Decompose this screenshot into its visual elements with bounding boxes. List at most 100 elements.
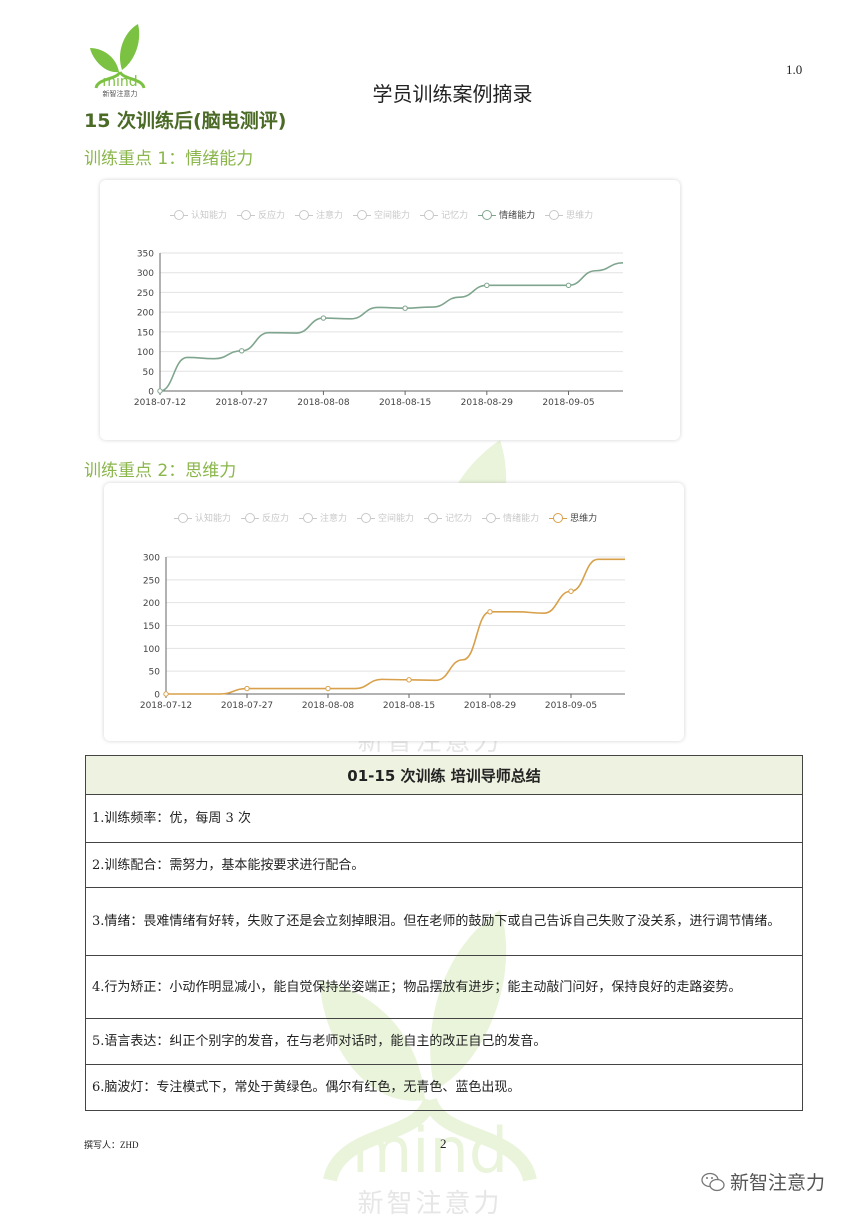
- legend-item[interactable]: 空间能力: [357, 511, 414, 524]
- legend-label: 情绪能力: [499, 211, 536, 221]
- legend-marker-icon: [357, 512, 376, 523]
- x-tick-label: 2018-08-15: [383, 701, 435, 711]
- svg-text:mind: mind: [102, 74, 137, 90]
- legend-item[interactable]: 认知能力: [174, 511, 231, 524]
- data-point[interactable]: [325, 685, 331, 692]
- y-tick-label: 150: [143, 622, 160, 632]
- legend-marker-icon: [545, 209, 564, 220]
- trainer-summary-table: 01-15 次训练 培训导师总结 1.训练频率：优，每周 3 次 2.训练配合：…: [85, 755, 803, 1111]
- legend-label: 注意力: [320, 514, 348, 524]
- x-tick-label: 2018-07-27: [216, 398, 268, 408]
- summary-row: 1.训练频率：优，每周 3 次: [85, 794, 803, 843]
- y-tick-label: 300: [143, 554, 160, 564]
- summary-row: 2.训练配合：需努力，基本能按要求进行配合。: [85, 842, 803, 888]
- data-point[interactable]: [406, 677, 412, 683]
- y-tick-label: 250: [143, 576, 160, 586]
- legend-label: 记忆力: [445, 514, 473, 524]
- data-point[interactable]: [568, 588, 574, 594]
- legend-label: 空间能力: [378, 514, 415, 524]
- legend-label: 注意力: [316, 211, 344, 221]
- summary-row: 3.情绪：畏难情绪有好转，失败了还是会立刻掉眼泪。但在老师的鼓励下或自己告诉自己…: [85, 887, 803, 956]
- table-row: 2.训练配合：需努力，基本能按要求进行配合。: [85, 842, 803, 888]
- x-tick-label: 2018-08-08: [302, 701, 355, 711]
- section-title: 15 次训练后(脑电测评): [84, 110, 287, 132]
- x-tick-label: 2018-07-27: [221, 701, 273, 711]
- focus-1-title: 训练重点 1：情绪能力: [84, 149, 254, 169]
- emotion-chart-card: 认知能力 反应力 注意力 空间能力 记忆力 情绪能力 思维力 0 50 100 150 200 250…: [100, 180, 680, 440]
- y-tick-label: 250: [137, 289, 154, 299]
- legend-item[interactable]: 认知能力: [170, 208, 227, 221]
- y-tick-label: 0: [154, 691, 160, 701]
- legend-marker-icon: [420, 209, 439, 220]
- legend-item[interactable]: 反应力: [237, 208, 285, 221]
- summary-row: 6.脑波灯：专注模式下，常处于黄绿色。偶尔有红色，无青色、蓝色出现。: [85, 1064, 803, 1111]
- emotion-chart: 0 50 100 150 200 250 300 350 2018-07-12 2018-07-2…: [134, 250, 624, 408]
- legend-marker-icon: [174, 512, 192, 523]
- data-point[interactable]: [239, 348, 245, 354]
- y-tick-label: 350: [137, 250, 154, 260]
- table-row: 3.情绪：畏难情绪有好转，失败了还是会立刻掉眼泪。但在老师的鼓励下或自己告诉自己…: [85, 887, 803, 956]
- data-point[interactable]: [565, 282, 572, 289]
- document-title: 学员训练案例摘录: [372, 82, 533, 106]
- y-tick-label: 300: [137, 269, 154, 279]
- wechat-account-name: 新智注意力: [730, 1172, 826, 1194]
- x-tick-label: 2018-08-15: [379, 398, 431, 408]
- legend-item[interactable]: 空间能力: [353, 208, 410, 221]
- x-tick-label: 2018-08-29: [461, 398, 514, 408]
- legend-label: 空间能力: [374, 211, 411, 221]
- data-point[interactable]: [157, 388, 163, 394]
- y-tick-label: 100: [143, 645, 160, 655]
- table-row: 4.行为矫正：小动作明显减小，能自觉保持坐姿端正；物品摆放有进步；能主动敲门问好…: [85, 955, 803, 1019]
- data-point[interactable]: [402, 305, 408, 311]
- legend-marker-icon: [237, 209, 256, 220]
- legend-label: 记忆力: [441, 211, 469, 221]
- legend-label: 思维力: [570, 514, 598, 524]
- legend-item[interactable]: 记忆力: [420, 208, 468, 221]
- x-tick-label: 2018-07-12: [134, 398, 186, 408]
- data-point[interactable]: [484, 282, 490, 289]
- summary-row: 4.行为矫正：小动作明显减小，能自觉保持坐姿端正；物品摆放有进步；能主动敲门问好…: [85, 955, 803, 1019]
- thinking-chart: 0 50 100 150 200 250 300 2018-07-12 2018-07-27 20…: [140, 554, 625, 711]
- y-tick-label: 100: [137, 348, 154, 358]
- chart-legend: 认知能力 反应力 注意力 空间能力 记忆力 情绪能力 思维力: [174, 511, 597, 524]
- legend-item[interactable]: 注意力: [295, 208, 343, 221]
- svg-text:新智注意力: 新智注意力: [357, 1189, 502, 1219]
- y-tick-label: 200: [137, 309, 154, 319]
- chart-legend: 认知能力 反应力 注意力 空间能力 记忆力 情绪能力 思维力: [170, 208, 593, 221]
- legend-item[interactable]: 反应力: [241, 511, 289, 524]
- legend-item[interactable]: 情绪能力: [482, 511, 539, 524]
- svg-text:新智注意力: 新智注意力: [103, 89, 138, 98]
- legend-marker-icon: [549, 512, 568, 523]
- data-point[interactable]: [320, 315, 327, 321]
- data-point[interactable]: [163, 691, 169, 697]
- x-tick-label: 2018-09-05: [545, 701, 597, 711]
- data-point[interactable]: [244, 685, 250, 692]
- version-label: 1.0: [786, 62, 803, 77]
- legend-item[interactable]: 思维力: [545, 208, 593, 221]
- legend-item[interactable]: 思维力: [549, 511, 597, 524]
- legend-marker-icon: [353, 209, 372, 220]
- brand-logo: mind 新智注意力: [90, 24, 146, 98]
- x-tick-label: 2018-07-12: [140, 701, 192, 711]
- legend-label: 思维力: [566, 211, 594, 221]
- legend-item[interactable]: 注意力: [299, 511, 347, 524]
- thinking-chart-card: 认知能力 反应力 注意力 空间能力 记忆力 情绪能力 思维力 0 50 100 150 200 250…: [104, 483, 684, 741]
- legend-label: 认知能力: [191, 211, 228, 221]
- legend-label: 认知能力: [195, 514, 232, 524]
- legend-item[interactable]: 情绪能力: [478, 208, 535, 221]
- legend-item[interactable]: 记忆力: [424, 511, 472, 524]
- table-row: 1.训练频率：优，每周 3 次: [85, 794, 803, 843]
- legend-label: 反应力: [258, 211, 286, 221]
- legend-label: 反应力: [262, 514, 290, 524]
- data-point[interactable]: [487, 609, 493, 615]
- table-row: 5.语言表达：纠正个别字的发音，在与老师对话时，能自主的改正自己的发音。: [85, 1018, 803, 1065]
- y-tick-label: 150: [137, 328, 154, 338]
- legend-marker-icon: [241, 512, 260, 523]
- summary-row: 5.语言表达：纠正个别字的发音，在与老师对话时，能自主的改正自己的发音。: [85, 1018, 803, 1065]
- legend-marker-icon: [482, 512, 501, 523]
- y-tick-label: 200: [143, 599, 160, 609]
- wechat-account: 新智注意力: [700, 1168, 825, 1195]
- legend-marker-icon: [170, 209, 188, 220]
- x-tick-label: 2018-08-29: [464, 701, 517, 711]
